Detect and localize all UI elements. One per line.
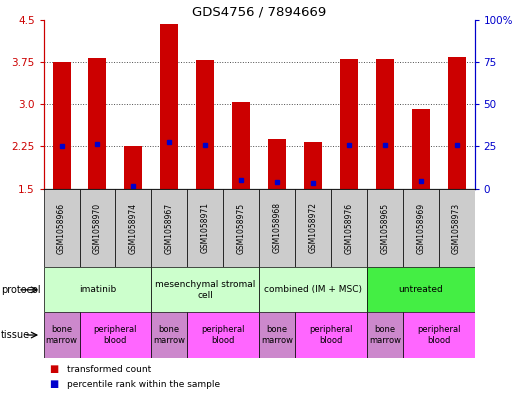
Text: GSM1058971: GSM1058971 [201, 202, 210, 253]
Text: peripheral
blood: peripheral blood [202, 325, 245, 345]
Bar [367, 189, 403, 267]
Text: peripheral
blood: peripheral blood [94, 325, 137, 345]
Bar [268, 139, 286, 189]
Bar [304, 142, 322, 189]
Bar [439, 189, 475, 267]
Text: GSM1058968: GSM1058968 [272, 202, 282, 253]
Bar [187, 189, 223, 267]
Text: peripheral
blood: peripheral blood [417, 325, 460, 345]
Bar [151, 189, 187, 267]
Bar [151, 267, 259, 312]
Bar [44, 267, 151, 312]
Text: bone
marrow: bone marrow [261, 325, 293, 345]
Bar [44, 312, 80, 358]
Bar [411, 108, 429, 189]
Text: tissue: tissue [1, 330, 30, 340]
Text: mesenchymal stromal
cell: mesenchymal stromal cell [155, 280, 255, 299]
Bar [295, 189, 331, 267]
Bar [223, 189, 259, 267]
Text: combined (IM + MSC): combined (IM + MSC) [264, 285, 362, 294]
Text: transformed count: transformed count [67, 365, 151, 374]
Text: imatinib: imatinib [79, 285, 116, 294]
Text: bone
marrow: bone marrow [153, 325, 185, 345]
Bar [89, 58, 107, 189]
Bar [447, 57, 465, 189]
Text: percentile rank within the sample: percentile rank within the sample [67, 380, 220, 389]
Text: bone
marrow: bone marrow [369, 325, 401, 345]
Text: GSM1058967: GSM1058967 [165, 202, 174, 253]
Bar [232, 103, 250, 189]
Bar [160, 24, 179, 189]
Bar [151, 312, 187, 358]
Bar [124, 146, 143, 189]
Text: protocol: protocol [1, 285, 41, 295]
Bar [331, 189, 367, 267]
Bar [376, 59, 393, 189]
Bar [44, 189, 80, 267]
Text: GSM1058974: GSM1058974 [129, 202, 138, 253]
Text: GSM1058975: GSM1058975 [236, 202, 246, 253]
Text: GSM1058966: GSM1058966 [57, 202, 66, 253]
Title: GDS4756 / 7894669: GDS4756 / 7894669 [192, 6, 326, 18]
Bar [259, 189, 295, 267]
Text: bone
marrow: bone marrow [46, 325, 77, 345]
Bar [80, 312, 151, 358]
Text: untreated: untreated [398, 285, 443, 294]
Text: ■: ■ [49, 379, 58, 389]
Bar [367, 312, 403, 358]
Bar [340, 59, 358, 189]
Text: GSM1058965: GSM1058965 [380, 202, 389, 253]
Bar [187, 312, 259, 358]
Bar [367, 267, 475, 312]
Bar [80, 189, 115, 267]
Bar [403, 312, 475, 358]
Bar [52, 62, 70, 189]
Text: peripheral
blood: peripheral blood [309, 325, 352, 345]
Bar [403, 189, 439, 267]
Text: GSM1058973: GSM1058973 [452, 202, 461, 253]
Bar [259, 267, 367, 312]
Text: ■: ■ [49, 364, 58, 374]
Bar [295, 312, 367, 358]
Text: GSM1058976: GSM1058976 [344, 202, 353, 253]
Text: GSM1058970: GSM1058970 [93, 202, 102, 253]
Bar [196, 60, 214, 189]
Text: GSM1058969: GSM1058969 [416, 202, 425, 253]
Text: GSM1058972: GSM1058972 [308, 202, 318, 253]
Bar [115, 189, 151, 267]
Bar [259, 312, 295, 358]
